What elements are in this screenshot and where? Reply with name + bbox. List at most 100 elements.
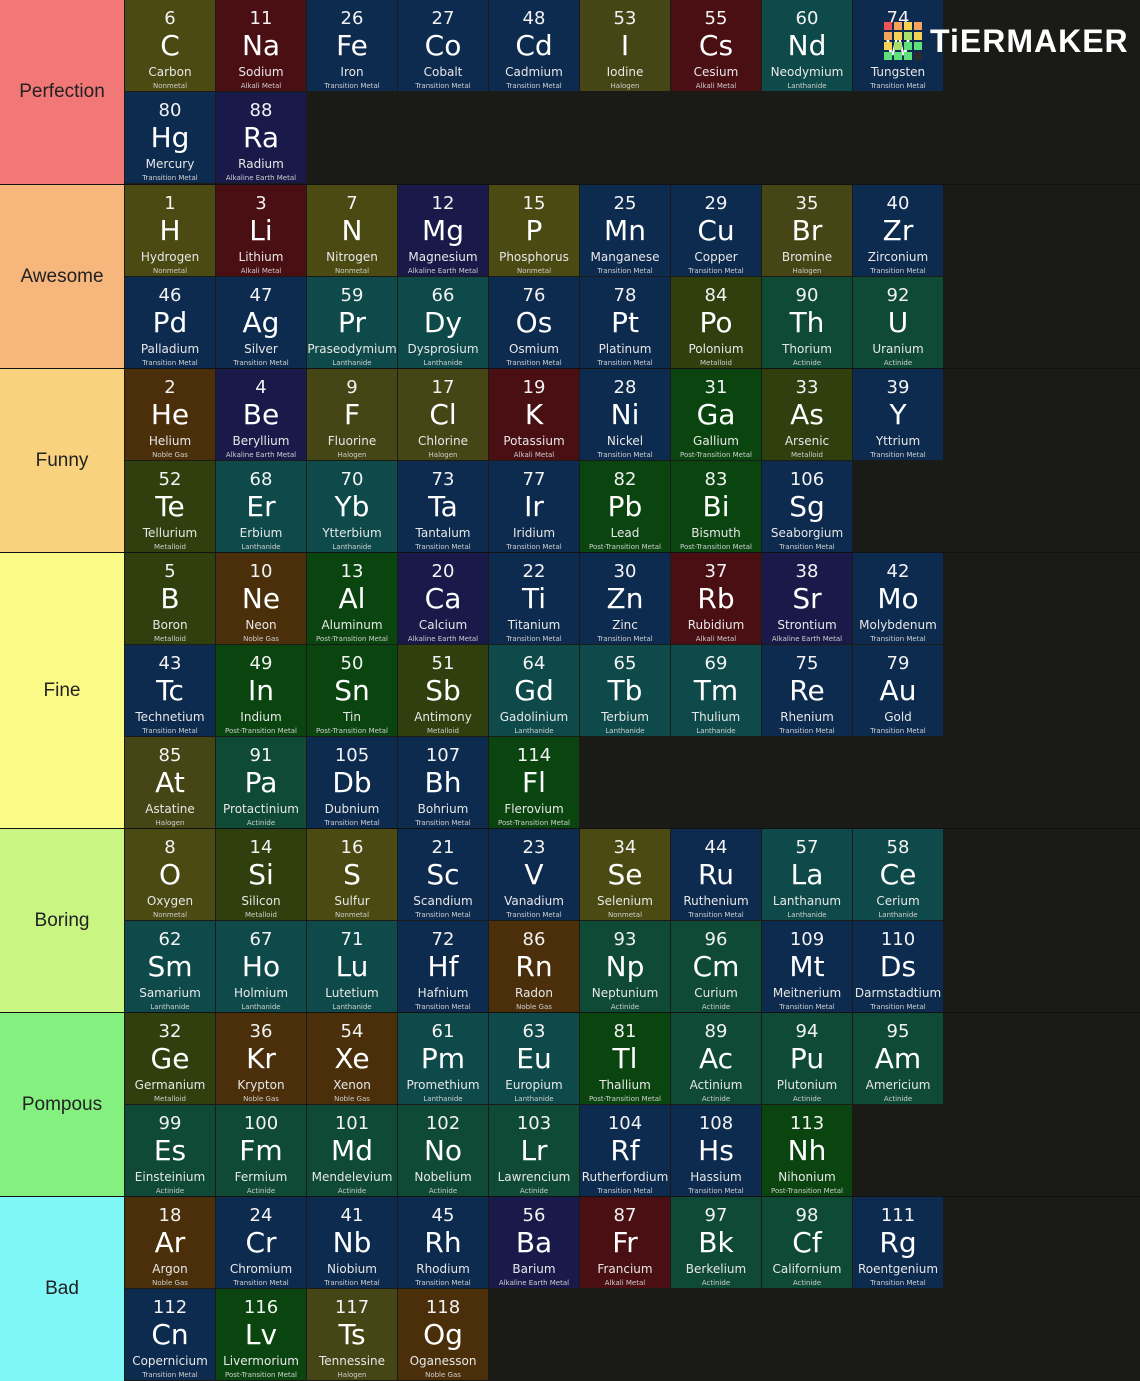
element-tile-promethium[interactable]: 61 Pm Promethium Lanthanide: [398, 1013, 488, 1104]
element-tile-hydrogen[interactable]: 1 H Hydrogen Nonmetal: [125, 185, 215, 276]
element-tile-darmstadtium[interactable]: 110 Ds Darmstadtium Transition Metal: [853, 921, 943, 1012]
element-tile-rutherfordium[interactable]: 104 Rf Rutherfordium Transition Metal: [580, 1105, 670, 1196]
element-tile-lanthanum[interactable]: 57 La Lanthanum Lanthanide: [762, 829, 852, 920]
element-tile-radon[interactable]: 86 Rn Radon Noble Gas: [489, 921, 579, 1012]
element-tile-vanadium[interactable]: 23 V Vanadium Transition Metal: [489, 829, 579, 920]
element-tile-sodium[interactable]: 11 Na Sodium Alkali Metal: [216, 0, 306, 91]
element-tile-iridium[interactable]: 77 Ir Iridium Transition Metal: [489, 461, 579, 552]
element-tile-americium[interactable]: 95 Am Americium Actinide: [853, 1013, 943, 1104]
element-tile-niobium[interactable]: 41 Nb Niobium Transition Metal: [307, 1197, 397, 1288]
element-tile-chlorine[interactable]: 17 Cl Chlorine Halogen: [398, 369, 488, 460]
element-tile-calcium[interactable]: 20 Ca Calcium Alkaline Earth Metal: [398, 553, 488, 644]
tier-label[interactable]: Perfection: [0, 0, 124, 184]
element-tile-arsenic[interactable]: 33 As Arsenic Metalloid: [762, 369, 852, 460]
element-tile-silicon[interactable]: 14 Si Silicon Metalloid: [216, 829, 306, 920]
element-tile-holmium[interactable]: 67 Ho Holmium Lanthanide: [216, 921, 306, 1012]
element-tile-platinum[interactable]: 78 Pt Platinum Transition Metal: [580, 277, 670, 368]
element-tile-erbium[interactable]: 68 Er Erbium Lanthanide: [216, 461, 306, 552]
element-tile-gallium[interactable]: 31 Ga Gallium Post-Transition Metal: [671, 369, 761, 460]
element-tile-francium[interactable]: 87 Fr Francium Alkali Metal: [580, 1197, 670, 1288]
element-tile-oganesson[interactable]: 118 Og Oganesson Noble Gas: [398, 1289, 488, 1380]
element-tile-radium[interactable]: 88 Ra Radium Alkaline Earth Metal: [216, 92, 306, 183]
element-tile-barium[interactable]: 56 Ba Barium Alkaline Earth Metal: [489, 1197, 579, 1288]
element-tile-cerium[interactable]: 58 Ce Cerium Lanthanide: [853, 829, 943, 920]
element-tile-bismuth[interactable]: 83 Bi Bismuth Post-Transition Metal: [671, 461, 761, 552]
element-tile-neptunium[interactable]: 93 Np Neptunium Actinide: [580, 921, 670, 1012]
element-tile-dysprosium[interactable]: 66 Dy Dysprosium Lanthanide: [398, 277, 488, 368]
element-tile-neodymium[interactable]: 60 Nd Neodymium Lanthanide: [762, 0, 852, 91]
element-tile-fermium[interactable]: 100 Fm Fermium Actinide: [216, 1105, 306, 1196]
element-tile-neon[interactable]: 10 Ne Neon Noble Gas: [216, 553, 306, 644]
element-tile-thorium[interactable]: 90 Th Thorium Actinide: [762, 277, 852, 368]
element-tile-yttrium[interactable]: 39 Y Yttrium Transition Metal: [853, 369, 943, 460]
tier-label[interactable]: Fine: [0, 553, 124, 828]
element-tile-iodine[interactable]: 53 I Iodine Halogen: [580, 0, 670, 91]
element-tile-mercury[interactable]: 80 Hg Mercury Transition Metal: [125, 92, 215, 183]
element-tile-einsteinium[interactable]: 99 Es Einsteinium Actinide: [125, 1105, 215, 1196]
element-tile-lutetium[interactable]: 71 Lu Lutetium Lanthanide: [307, 921, 397, 1012]
element-tile-astatine[interactable]: 85 At Astatine Halogen: [125, 737, 215, 828]
element-tile-osmium[interactable]: 76 Os Osmium Transition Metal: [489, 277, 579, 368]
element-tile-terbium[interactable]: 65 Tb Terbium Lanthanide: [580, 645, 670, 736]
element-tile-aluminum[interactable]: 13 Al Aluminum Post-Transition Metal: [307, 553, 397, 644]
element-tile-carbon[interactable]: 6 C Carbon Nonmetal: [125, 0, 215, 91]
element-tile-potassium[interactable]: 19 K Potassium Alkali Metal: [489, 369, 579, 460]
element-tile-lawrencium[interactable]: 103 Lr Lawrencium Actinide: [489, 1105, 579, 1196]
element-tile-sulfur[interactable]: 16 S Sulfur Nonmetal: [307, 829, 397, 920]
element-tile-magnesium[interactable]: 12 Mg Magnesium Alkaline Earth Metal: [398, 185, 488, 276]
tier-label[interactable]: Bad: [0, 1197, 124, 1381]
element-tile-zinc[interactable]: 30 Zn Zinc Transition Metal: [580, 553, 670, 644]
element-tile-tin[interactable]: 50 Sn Tin Post-Transition Metal: [307, 645, 397, 736]
element-tile-strontium[interactable]: 38 Sr Strontium Alkaline Earth Metal: [762, 553, 852, 644]
element-tile-uranium[interactable]: 92 U Uranium Actinide: [853, 277, 943, 368]
element-tile-indium[interactable]: 49 In Indium Post-Transition Metal: [216, 645, 306, 736]
element-tile-samarium[interactable]: 62 Sm Samarium Lanthanide: [125, 921, 215, 1012]
tier-label[interactable]: Pompous: [0, 1013, 124, 1196]
element-tile-selenium[interactable]: 34 Se Selenium Nonmetal: [580, 829, 670, 920]
element-tile-seaborgium[interactable]: 106 Sg Seaborgium Transition Metal: [762, 461, 852, 552]
element-tile-oxygen[interactable]: 8 O Oxygen Nonmetal: [125, 829, 215, 920]
element-tile-plutonium[interactable]: 94 Pu Plutonium Actinide: [762, 1013, 852, 1104]
element-tile-phosphorus[interactable]: 15 P Phosphorus Nonmetal: [489, 185, 579, 276]
element-tile-bromine[interactable]: 35 Br Bromine Halogen: [762, 185, 852, 276]
element-tile-nobelium[interactable]: 102 No Nobelium Actinide: [398, 1105, 488, 1196]
element-tile-molybdenum[interactable]: 42 Mo Molybdenum Transition Metal: [853, 553, 943, 644]
element-tile-cesium[interactable]: 55 Cs Cesium Alkali Metal: [671, 0, 761, 91]
element-tile-zirconium[interactable]: 40 Zr Zirconium Transition Metal: [853, 185, 943, 276]
element-tile-boron[interactable]: 5 B Boron Metalloid: [125, 553, 215, 644]
element-tile-helium[interactable]: 2 He Helium Noble Gas: [125, 369, 215, 460]
element-tile-lead[interactable]: 82 Pb Lead Post-Transition Metal: [580, 461, 670, 552]
element-tile-thulium[interactable]: 69 Tm Thulium Lanthanide: [671, 645, 761, 736]
element-tile-protactinium[interactable]: 91 Pa Protactinium Actinide: [216, 737, 306, 828]
element-tile-ruthenium[interactable]: 44 Ru Ruthenium Transition Metal: [671, 829, 761, 920]
element-tile-californium[interactable]: 98 Cf Californium Actinide: [762, 1197, 852, 1288]
element-tile-livermorium[interactable]: 116 Lv Livermorium Post-Transition Metal: [216, 1289, 306, 1380]
element-tile-krypton[interactable]: 36 Kr Krypton Noble Gas: [216, 1013, 306, 1104]
element-tile-copernicium[interactable]: 112 Cn Copernicium Transition Metal: [125, 1289, 215, 1380]
element-tile-beryllium[interactable]: 4 Be Beryllium Alkaline Earth Metal: [216, 369, 306, 460]
element-tile-nickel[interactable]: 28 Ni Nickel Transition Metal: [580, 369, 670, 460]
element-tile-chromium[interactable]: 24 Cr Chromium Transition Metal: [216, 1197, 306, 1288]
element-tile-germanium[interactable]: 32 Ge Germanium Metalloid: [125, 1013, 215, 1104]
element-tile-roentgenium[interactable]: 111 Rg Roentgenium Transition Metal: [853, 1197, 943, 1288]
element-tile-titanium[interactable]: 22 Ti Titanium Transition Metal: [489, 553, 579, 644]
element-tile-antimony[interactable]: 51 Sb Antimony Metalloid: [398, 645, 488, 736]
element-tile-copper[interactable]: 29 Cu Copper Transition Metal: [671, 185, 761, 276]
element-tile-hassium[interactable]: 108 Hs Hassium Transition Metal: [671, 1105, 761, 1196]
element-tile-berkelium[interactable]: 97 Bk Berkelium Actinide: [671, 1197, 761, 1288]
element-tile-mendelevium[interactable]: 101 Md Mendelevium Actinide: [307, 1105, 397, 1196]
element-tile-europium[interactable]: 63 Eu Europium Lanthanide: [489, 1013, 579, 1104]
element-tile-gadolinium[interactable]: 64 Gd Gadolinium Lanthanide: [489, 645, 579, 736]
element-tile-dubnium[interactable]: 105 Db Dubnium Transition Metal: [307, 737, 397, 828]
element-tile-fluorine[interactable]: 9 F Fluorine Halogen: [307, 369, 397, 460]
element-tile-cadmium[interactable]: 48 Cd Cadmium Transition Metal: [489, 0, 579, 91]
element-tile-argon[interactable]: 18 Ar Argon Noble Gas: [125, 1197, 215, 1288]
element-tile-rubidium[interactable]: 37 Rb Rubidium Alkali Metal: [671, 553, 761, 644]
element-tile-rhodium[interactable]: 45 Rh Rhodium Transition Metal: [398, 1197, 488, 1288]
element-tile-iron[interactable]: 26 Fe Iron Transition Metal: [307, 0, 397, 91]
element-tile-xenon[interactable]: 54 Xe Xenon Noble Gas: [307, 1013, 397, 1104]
element-tile-palladium[interactable]: 46 Pd Palladium Transition Metal: [125, 277, 215, 368]
element-tile-manganese[interactable]: 25 Mn Manganese Transition Metal: [580, 185, 670, 276]
tier-label[interactable]: Funny: [0, 369, 124, 552]
element-tile-polonium[interactable]: 84 Po Polonium Metalloid: [671, 277, 761, 368]
